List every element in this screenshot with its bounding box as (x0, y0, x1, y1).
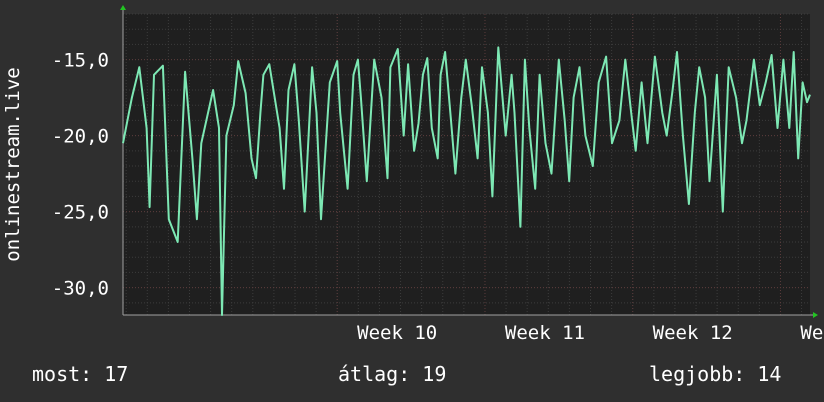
y-tick-label: -20,0 (52, 126, 109, 148)
best-value: legjobb: 14 (649, 362, 782, 386)
y-tick-label: -25,0 (52, 202, 109, 224)
y-tick-label: -30,0 (52, 278, 109, 300)
current-value: most: 17 (32, 362, 129, 386)
x-tick-label: Week 11 (505, 322, 585, 344)
x-tick-label: Week 12 (653, 322, 733, 344)
y-axis-arrow (120, 5, 126, 10)
x-tick-label: Week 10 (357, 322, 437, 344)
series-line (122, 46, 811, 316)
y-axis-title: onlinestream.live (2, 67, 24, 261)
x-axis-arrow (813, 312, 818, 318)
y-tick-label: -15,0 (52, 50, 109, 72)
average-value: átlag: 19 (338, 362, 447, 386)
x-tick-label: Week 13 (800, 322, 824, 344)
